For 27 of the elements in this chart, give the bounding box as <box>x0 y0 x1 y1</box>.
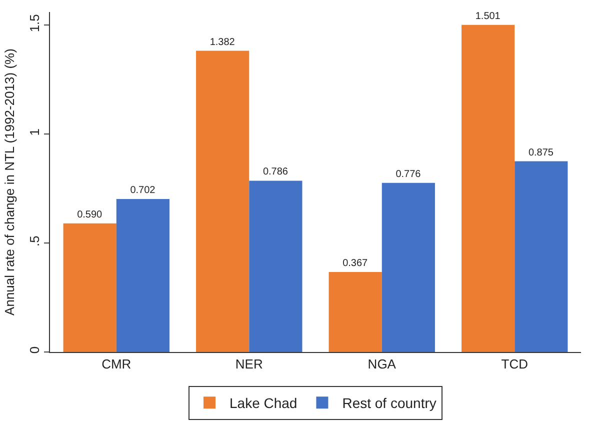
y-tick-label: 0 <box>26 346 42 354</box>
legend-label: Rest of country <box>342 395 436 412</box>
y-axis-title: Annual rate of change in NTL (1992-2013) (%) <box>2 48 17 316</box>
x-tick-label: NGA <box>368 356 396 372</box>
data-label: 1.501 <box>475 10 501 22</box>
bar <box>462 24 515 352</box>
x-tick-label: TCD <box>501 356 528 372</box>
bar <box>249 180 302 352</box>
bar <box>116 199 170 352</box>
bar <box>382 182 435 352</box>
y-tick-label: .5 <box>26 236 42 246</box>
data-label: 0.590 <box>77 209 103 220</box>
y-tick-label: 1 <box>26 128 42 136</box>
data-label: 0.875 <box>528 147 554 158</box>
x-tick-label: NER <box>235 356 263 372</box>
bar <box>196 50 250 352</box>
data-label: 0.776 <box>396 168 422 180</box>
data-label: 0.786 <box>262 166 288 178</box>
data-label: 0.702 <box>130 185 156 196</box>
bar <box>328 272 382 352</box>
legend-label: Lake Chad <box>230 395 298 412</box>
data-label: 1.382 <box>210 36 236 48</box>
x-tick-label: CMR <box>102 356 132 372</box>
bar <box>63 223 116 352</box>
data-label: 0.367 <box>342 258 368 270</box>
bar <box>514 161 568 352</box>
y-tick-label: 1.5 <box>26 14 42 32</box>
